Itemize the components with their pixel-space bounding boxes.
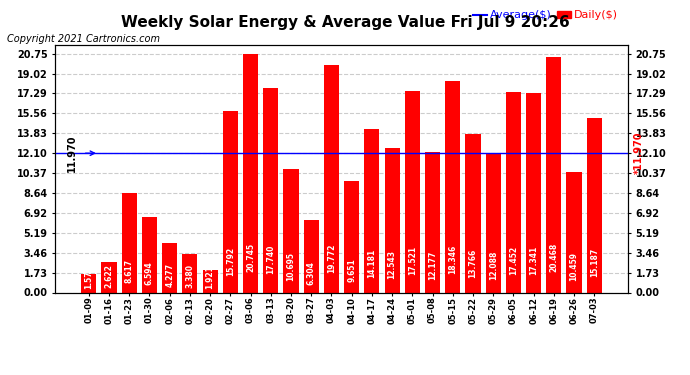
Text: 11.970: 11.970	[67, 135, 77, 172]
Text: 20.468: 20.468	[549, 243, 558, 272]
Bar	[566, 172, 582, 292]
Bar	[344, 182, 359, 292]
Bar	[324, 65, 339, 292]
Bar	[526, 93, 541, 292]
Text: 15.187: 15.187	[590, 248, 599, 277]
Text: 10.695: 10.695	[286, 252, 295, 281]
Bar	[223, 111, 238, 292]
Bar	[182, 254, 197, 292]
Text: 14.181: 14.181	[367, 249, 376, 278]
Text: 15.792: 15.792	[226, 247, 235, 276]
Bar	[121, 193, 137, 292]
Bar	[445, 81, 460, 292]
Text: 12.088: 12.088	[489, 250, 497, 280]
Text: 1.579: 1.579	[84, 266, 93, 290]
Text: 12.543: 12.543	[388, 250, 397, 279]
Text: 12.177: 12.177	[428, 250, 437, 279]
Text: 4.277: 4.277	[165, 263, 174, 287]
Bar	[263, 88, 278, 292]
Text: Copyright 2021 Cartronics.com: Copyright 2021 Cartronics.com	[7, 34, 160, 44]
Bar	[81, 274, 97, 292]
Text: 1.921: 1.921	[206, 265, 215, 289]
Bar	[546, 57, 562, 292]
Bar	[243, 54, 258, 292]
Text: 2.622: 2.622	[104, 264, 114, 288]
Bar	[465, 134, 480, 292]
Text: 17.521: 17.521	[408, 246, 417, 274]
Text: 17.452: 17.452	[509, 246, 518, 275]
Bar	[586, 118, 602, 292]
Text: 19.772: 19.772	[327, 243, 336, 273]
Text: 10.459: 10.459	[569, 252, 579, 281]
Bar	[364, 129, 380, 292]
Bar	[142, 217, 157, 292]
Text: Weekly Solar Energy & Average Value Fri Jul 9 20:26: Weekly Solar Energy & Average Value Fri …	[121, 15, 569, 30]
Bar	[506, 92, 521, 292]
Bar	[203, 270, 218, 292]
Text: 6.304: 6.304	[307, 261, 316, 285]
Legend: Average($), Daily($): Average($), Daily($)	[469, 6, 622, 25]
Text: 13.766: 13.766	[469, 249, 477, 278]
Bar	[425, 152, 440, 292]
Text: 9.651: 9.651	[347, 258, 356, 282]
Text: *11.970: *11.970	[633, 132, 644, 174]
Text: 17.740: 17.740	[266, 245, 275, 274]
Bar	[405, 91, 420, 292]
Bar	[486, 153, 501, 292]
Text: 6.594: 6.594	[145, 261, 154, 285]
Text: 20.745: 20.745	[246, 243, 255, 272]
Text: 17.341: 17.341	[529, 246, 538, 275]
Text: 8.617: 8.617	[125, 259, 134, 283]
Bar	[101, 262, 117, 292]
Bar	[304, 220, 319, 292]
Bar	[384, 148, 400, 292]
Text: 18.346: 18.346	[448, 244, 457, 274]
Text: 3.380: 3.380	[186, 264, 195, 288]
Bar	[162, 243, 177, 292]
Bar	[284, 170, 299, 292]
